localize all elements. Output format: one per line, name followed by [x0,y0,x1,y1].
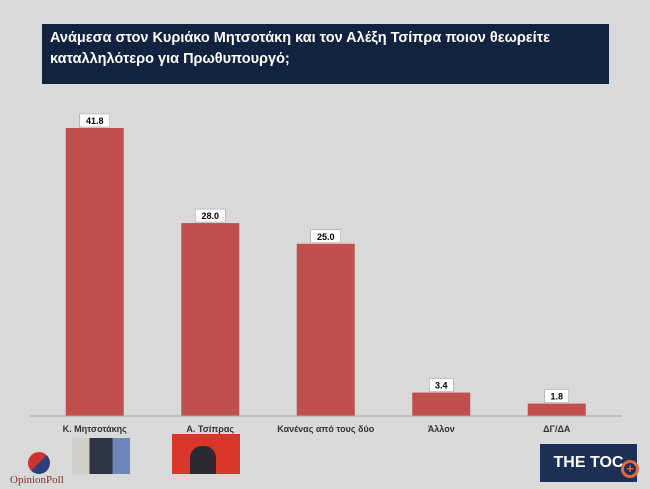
opinionpoll-logo: OpinionPoll [6,450,70,486]
category-label: Κ. Μητσοτάκης [63,424,127,434]
data-label: 25.0 [317,232,335,242]
tsipras-photo [172,434,240,474]
bar [527,403,586,416]
data-label-box [544,389,569,403]
chart-title: Ανάμεσα στον Κυριάκο Μητσοτάκη και τον Α… [42,24,609,84]
data-label: 3.4 [435,381,448,391]
bar [181,223,240,416]
data-label-box [310,229,341,244]
opinionpoll-text: OpinionPoll [10,474,64,486]
category-label: Άλλον [428,424,455,434]
data-label-box [429,378,454,392]
data-label: 28.0 [201,211,219,221]
category-label: ΔΓ/ΔΑ [543,424,571,434]
bar [296,243,355,416]
data-label: 41.8 [86,116,104,126]
bar [65,128,124,416]
opinionpoll-circle-icon [28,452,50,474]
category-label: Κανένας από τους δύο [277,424,374,434]
data-label: 1.8 [550,392,563,402]
data-label-box [195,208,226,223]
the-toc-logo: THE TOC [540,444,637,482]
data-label-box [79,113,110,128]
mitsotakis-photo [72,438,130,474]
bar [412,392,471,416]
zoom-in-icon[interactable]: + [621,460,639,478]
category-label: Α. Τσίπρας [186,424,234,434]
